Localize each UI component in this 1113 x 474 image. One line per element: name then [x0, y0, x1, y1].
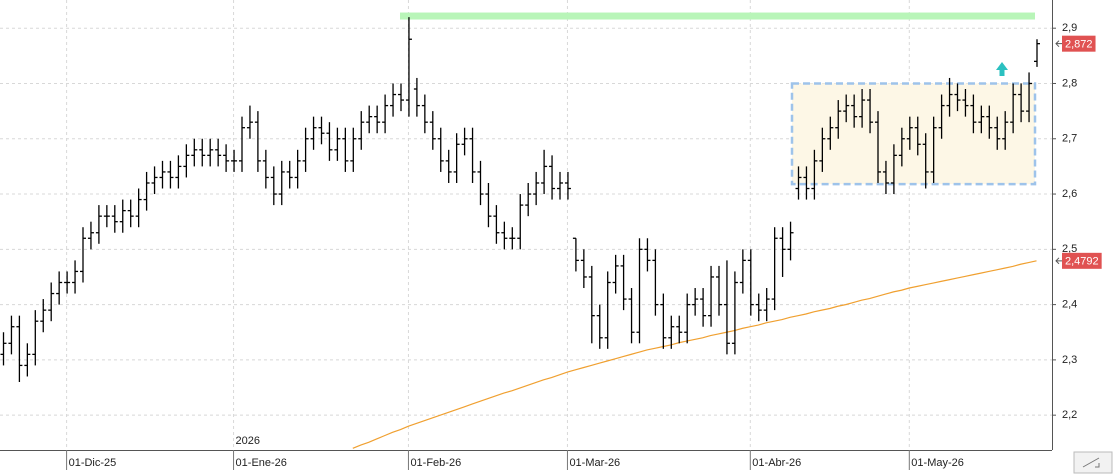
resistance-line: [400, 12, 1035, 20]
corner-button[interactable]: [1073, 451, 1113, 474]
tag-pointer: [1055, 257, 1062, 265]
range-box: [790, 82, 1037, 186]
y-tick-label: 2,9: [1062, 22, 1077, 34]
x-tick-label: 01-Ene-26: [236, 457, 287, 469]
x-tick-label: 01-May-26: [911, 457, 964, 469]
y-tick-label: 2,3: [1062, 354, 1077, 366]
x-tick-label: 01-Mar-26: [569, 457, 620, 469]
price-tag: [1062, 252, 1102, 269]
x-tick-label: 01-Dic-25: [69, 457, 117, 469]
y-tick-label: 2,8: [1062, 77, 1077, 89]
price-tag-label: 2,4792: [1065, 256, 1099, 268]
y-tick-label: 2,2: [1062, 409, 1077, 421]
price-tag-label: 2,872: [1065, 39, 1093, 51]
y-tick-label: 2,4: [1062, 299, 1077, 311]
corner-icon: [1082, 457, 1100, 468]
x-tick-label: 01-Abr-26: [752, 457, 801, 469]
moving-average: [352, 260, 1037, 449]
y-tick-label: 2,5: [1062, 243, 1077, 255]
x-tick-label: 01-Feb-26: [410, 457, 461, 469]
y-tick-label: 2,6: [1062, 188, 1077, 200]
price-tag: [1062, 35, 1096, 52]
year-label: 2026: [236, 435, 260, 447]
tag-pointer: [1055, 40, 1062, 48]
y-tick-label: 2,7: [1062, 133, 1077, 145]
up-arrow: [996, 62, 1008, 76]
